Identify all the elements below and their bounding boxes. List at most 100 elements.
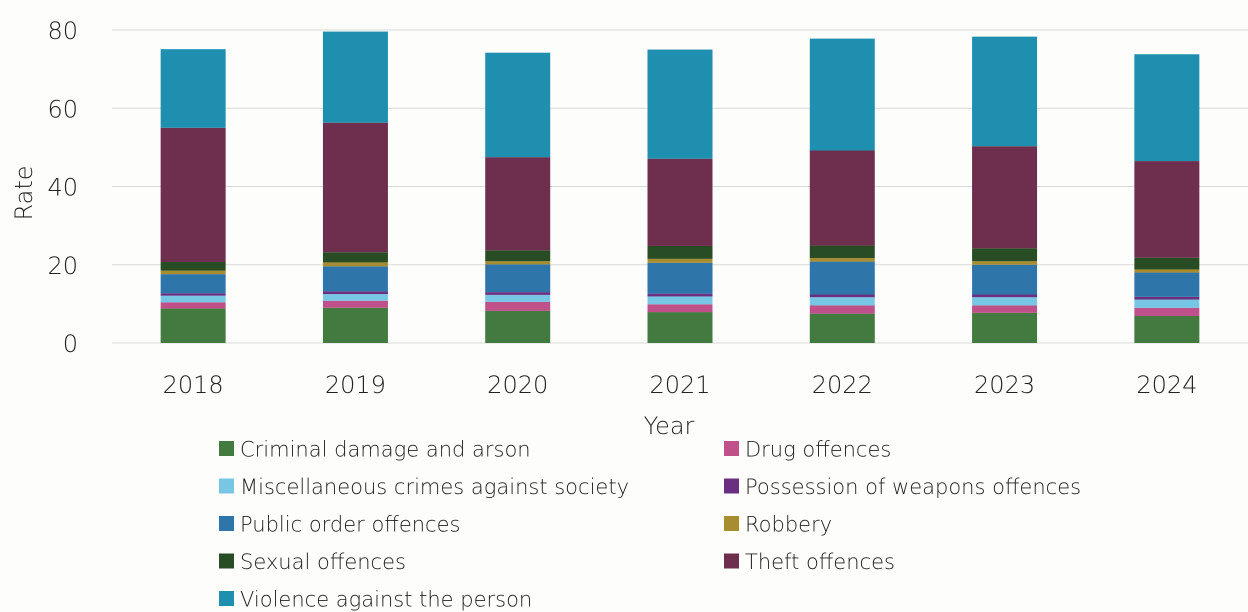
legend-swatch [219,591,234,606]
y-tick-label: 80 [47,17,78,45]
legend: Criminal damage and arson Drug offences Mi… [219,438,1081,612]
bar-segment [647,312,713,343]
bar-segment [485,310,551,343]
bar-segment [160,270,226,275]
bar-segment [647,245,713,259]
y-tick-label: 0 [63,330,78,358]
bar-segment [485,294,551,302]
bar-segment [809,294,875,298]
bar-segment [485,301,551,311]
bar-segment [160,49,226,128]
bar-segment [809,305,875,314]
x-tick-label: 2018 [163,371,224,399]
legend-swatch [219,516,234,531]
bar-segment [972,264,1038,295]
bar-segment [972,36,1038,147]
legend-item: Public order offences [219,513,460,537]
legend-item: Violence against the person [219,588,532,612]
bar-segment [809,245,875,259]
bar-segment [160,308,226,343]
bar-segment [485,261,551,265]
bar-segment [972,261,1038,265]
legend-swatch [219,478,234,494]
bar-segment [972,312,1038,343]
bar-segment [647,304,713,313]
bar-segment [972,248,1038,262]
bar-segment [485,250,551,262]
bar-segment [160,293,226,296]
bar-segment [1134,269,1200,273]
legend-label: Criminal damage and arson [240,438,531,462]
legend-swatch [724,441,739,456]
bar-segment [322,307,388,343]
bar-segment [322,266,388,292]
bar-segment [1134,161,1200,258]
bar-segment [485,52,551,158]
bar-segment [1134,54,1200,162]
bar-segment [809,297,875,306]
bar-segment [322,122,388,253]
x-tick-labels: 2018 2019 2020 2021 2022 2023 2024 [163,371,1198,399]
x-tick-label: 2022 [812,371,873,399]
bar-segment [1134,307,1200,317]
bar-segment [1134,272,1200,297]
legend-label: Robbery [745,513,832,537]
bar-segment [1134,257,1200,270]
bar-segment [809,150,875,246]
x-tick-label: 2020 [487,371,548,399]
legend-swatch [219,441,234,456]
bar-segment [809,258,875,262]
bar-segment [322,252,388,263]
bar-segment [1134,316,1200,343]
bar-segment [972,146,1038,249]
legend-item: Sexual offences [219,550,406,574]
bar-segment [322,291,388,295]
bar-segment [647,158,713,246]
bar-segment [647,296,713,305]
bar-segment [647,262,713,294]
bar-segment [809,313,875,343]
y-tick-labels: 0 20 40 60 80 [47,17,78,358]
bar-segment [972,294,1038,298]
bar-segment [485,264,551,293]
bar-segment [1134,299,1200,308]
legend-item: Theft offences [724,550,895,574]
bar-segment [485,157,551,251]
legend-item: Criminal damage and arson [219,438,531,462]
bar-segment [160,262,226,271]
bar-segment [322,300,388,308]
bar-segment [647,258,713,263]
x-tick-label: 2023 [974,371,1035,399]
legend-label: Drug offences [745,438,891,462]
x-tick-label: 2019 [325,371,386,399]
x-tick-label: 2021 [649,371,710,399]
bar-segment [160,295,226,303]
legend-label: Miscellaneous crimes against society [240,475,629,499]
legend-label: Theft offences [745,550,895,574]
bar-segment [809,261,875,295]
y-axis-title: Rate [10,165,38,220]
bar-segment [322,262,388,267]
bar-segment [972,297,1038,306]
x-tick-label: 2024 [1136,371,1197,399]
bar-segment [1134,296,1200,300]
x-axis-title: Year [644,412,695,440]
y-tick-label: 60 [47,95,78,123]
legend-item: Possession of weapons offences [724,475,1081,499]
bar-segment [647,49,713,159]
bar-segment [972,305,1038,313]
bar-segment [160,127,226,263]
legend-label: Sexual offences [240,550,406,574]
legend-item: Drug offences [724,438,891,462]
bars [160,31,1200,343]
legend-swatch [724,516,739,531]
legend-swatch [724,478,739,494]
bar-segment [160,274,226,294]
bar-segment [647,293,713,297]
legend-label: Violence against the person [240,588,532,612]
bar-segment [322,31,388,123]
bar-segment [485,292,551,295]
legend-label: Public order offences [240,513,460,537]
y-tick-label: 40 [47,174,78,202]
